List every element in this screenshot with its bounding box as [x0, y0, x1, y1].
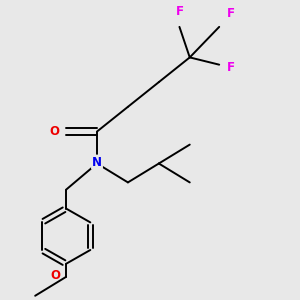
Text: F: F	[226, 7, 235, 20]
Text: N: N	[92, 156, 102, 169]
Text: F: F	[176, 5, 183, 18]
Text: O: O	[50, 269, 60, 282]
Text: O: O	[50, 125, 60, 138]
Text: F: F	[226, 61, 235, 74]
